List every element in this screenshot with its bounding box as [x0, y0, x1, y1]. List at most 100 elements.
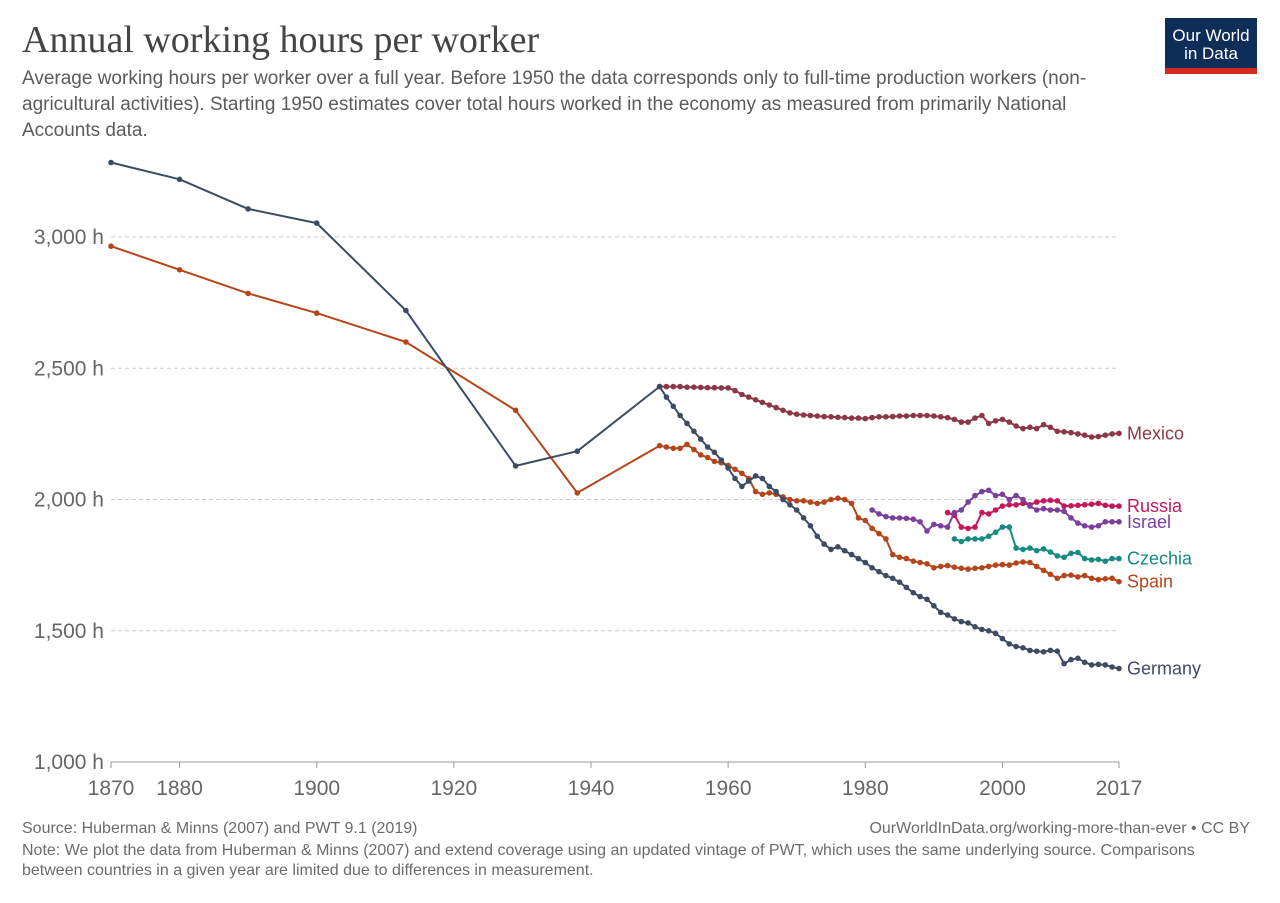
- data-point[interactable]: [985, 533, 992, 540]
- data-point[interactable]: [752, 473, 759, 479]
- data-point[interactable]: [759, 475, 766, 482]
- data-point[interactable]: [1075, 431, 1081, 437]
- data-point[interactable]: [828, 496, 834, 503]
- data-point[interactable]: [766, 483, 773, 490]
- data-point[interactable]: [944, 612, 951, 618]
- data-point[interactable]: [787, 496, 793, 503]
- data-point[interactable]: [670, 403, 677, 410]
- data-point[interactable]: [944, 414, 951, 421]
- data-point[interactable]: [732, 466, 738, 473]
- data-point[interactable]: [958, 565, 965, 572]
- data-point[interactable]: [1109, 431, 1115, 437]
- data-point[interactable]: [1061, 572, 1067, 579]
- data-point[interactable]: [1102, 519, 1109, 525]
- data-point[interactable]: [889, 551, 896, 558]
- data-point[interactable]: [992, 507, 999, 513]
- data-point[interactable]: [704, 444, 711, 450]
- data-point[interactable]: [1095, 556, 1102, 563]
- data-point[interactable]: [1081, 432, 1088, 439]
- data-point[interactable]: [999, 635, 1006, 642]
- data-point[interactable]: [1033, 499, 1040, 505]
- data-point[interactable]: [1033, 648, 1040, 654]
- data-point[interactable]: [910, 558, 917, 564]
- data-point[interactable]: [1047, 647, 1054, 654]
- data-point[interactable]: [835, 544, 841, 550]
- data-point[interactable]: [937, 563, 944, 570]
- data-point[interactable]: [814, 413, 821, 419]
- data-point[interactable]: [828, 414, 834, 420]
- data-point[interactable]: [1095, 661, 1102, 668]
- owid-logo[interactable]: Our World in Data: [1165, 18, 1257, 74]
- data-point[interactable]: [725, 385, 731, 391]
- data-point[interactable]: [1075, 574, 1081, 580]
- data-point[interactable]: [739, 483, 745, 490]
- data-point[interactable]: [848, 500, 855, 507]
- data-point[interactable]: [876, 414, 882, 420]
- data-point[interactable]: [663, 394, 670, 400]
- data-point[interactable]: [1040, 505, 1047, 512]
- data-point[interactable]: [807, 412, 814, 419]
- data-point[interactable]: [944, 524, 951, 530]
- data-point[interactable]: [1102, 576, 1109, 582]
- data-point[interactable]: [1020, 645, 1026, 651]
- data-point[interactable]: [1116, 503, 1122, 509]
- data-point[interactable]: [800, 515, 807, 521]
- data-point[interactable]: [903, 555, 910, 562]
- data-point[interactable]: [821, 499, 827, 505]
- data-point[interactable]: [711, 449, 718, 456]
- data-point[interactable]: [848, 415, 855, 421]
- source-url-link[interactable]: OurWorldInData.org/working-more-than-eve…: [869, 820, 1250, 837]
- data-point[interactable]: [677, 445, 683, 452]
- data-point[interactable]: [677, 383, 683, 390]
- data-point[interactable]: [841, 496, 848, 503]
- data-point[interactable]: [958, 507, 965, 513]
- data-point[interactable]: [677, 412, 683, 419]
- data-point[interactable]: [176, 267, 183, 273]
- data-point[interactable]: [958, 618, 965, 625]
- data-point[interactable]: [800, 412, 807, 418]
- data-point[interactable]: [787, 410, 793, 416]
- data-point[interactable]: [869, 565, 875, 571]
- data-point[interactable]: [1088, 501, 1095, 508]
- data-point[interactable]: [1040, 546, 1047, 552]
- data-point[interactable]: [951, 509, 958, 516]
- data-point[interactable]: [773, 404, 779, 411]
- data-point[interactable]: [1013, 643, 1019, 650]
- data-point[interactable]: [992, 529, 999, 536]
- data-point[interactable]: [924, 412, 930, 419]
- data-point[interactable]: [910, 412, 917, 419]
- series-czechia[interactable]: [951, 524, 1122, 564]
- data-point[interactable]: [1095, 523, 1102, 529]
- series-spain[interactable]: [108, 243, 1122, 585]
- data-point[interactable]: [1054, 648, 1061, 654]
- data-point[interactable]: [972, 536, 978, 542]
- data-point[interactable]: [787, 502, 793, 508]
- data-point[interactable]: [931, 521, 937, 528]
- data-point[interactable]: [814, 500, 821, 507]
- data-point[interactable]: [800, 498, 807, 504]
- data-point[interactable]: [663, 383, 670, 390]
- data-point[interactable]: [766, 490, 773, 496]
- data-point[interactable]: [1033, 425, 1040, 432]
- data-point[interactable]: [793, 507, 800, 513]
- data-point[interactable]: [1116, 665, 1122, 672]
- data-point[interactable]: [1075, 549, 1081, 556]
- data-point[interactable]: [1102, 432, 1109, 439]
- data-point[interactable]: [684, 384, 690, 391]
- data-point[interactable]: [972, 492, 978, 499]
- data-point[interactable]: [1040, 649, 1047, 655]
- data-point[interactable]: [245, 206, 251, 212]
- data-point[interactable]: [1109, 575, 1115, 582]
- data-point[interactable]: [862, 415, 869, 422]
- data-point[interactable]: [1068, 550, 1074, 557]
- data-point[interactable]: [951, 416, 958, 423]
- data-point[interactable]: [697, 436, 704, 442]
- data-point[interactable]: [745, 478, 752, 484]
- data-point[interactable]: [1109, 519, 1115, 525]
- data-point[interactable]: [972, 415, 978, 421]
- data-point[interactable]: [958, 524, 965, 530]
- data-point[interactable]: [876, 530, 882, 537]
- data-point[interactable]: [999, 561, 1006, 568]
- data-point[interactable]: [985, 511, 992, 517]
- data-point[interactable]: [752, 397, 759, 403]
